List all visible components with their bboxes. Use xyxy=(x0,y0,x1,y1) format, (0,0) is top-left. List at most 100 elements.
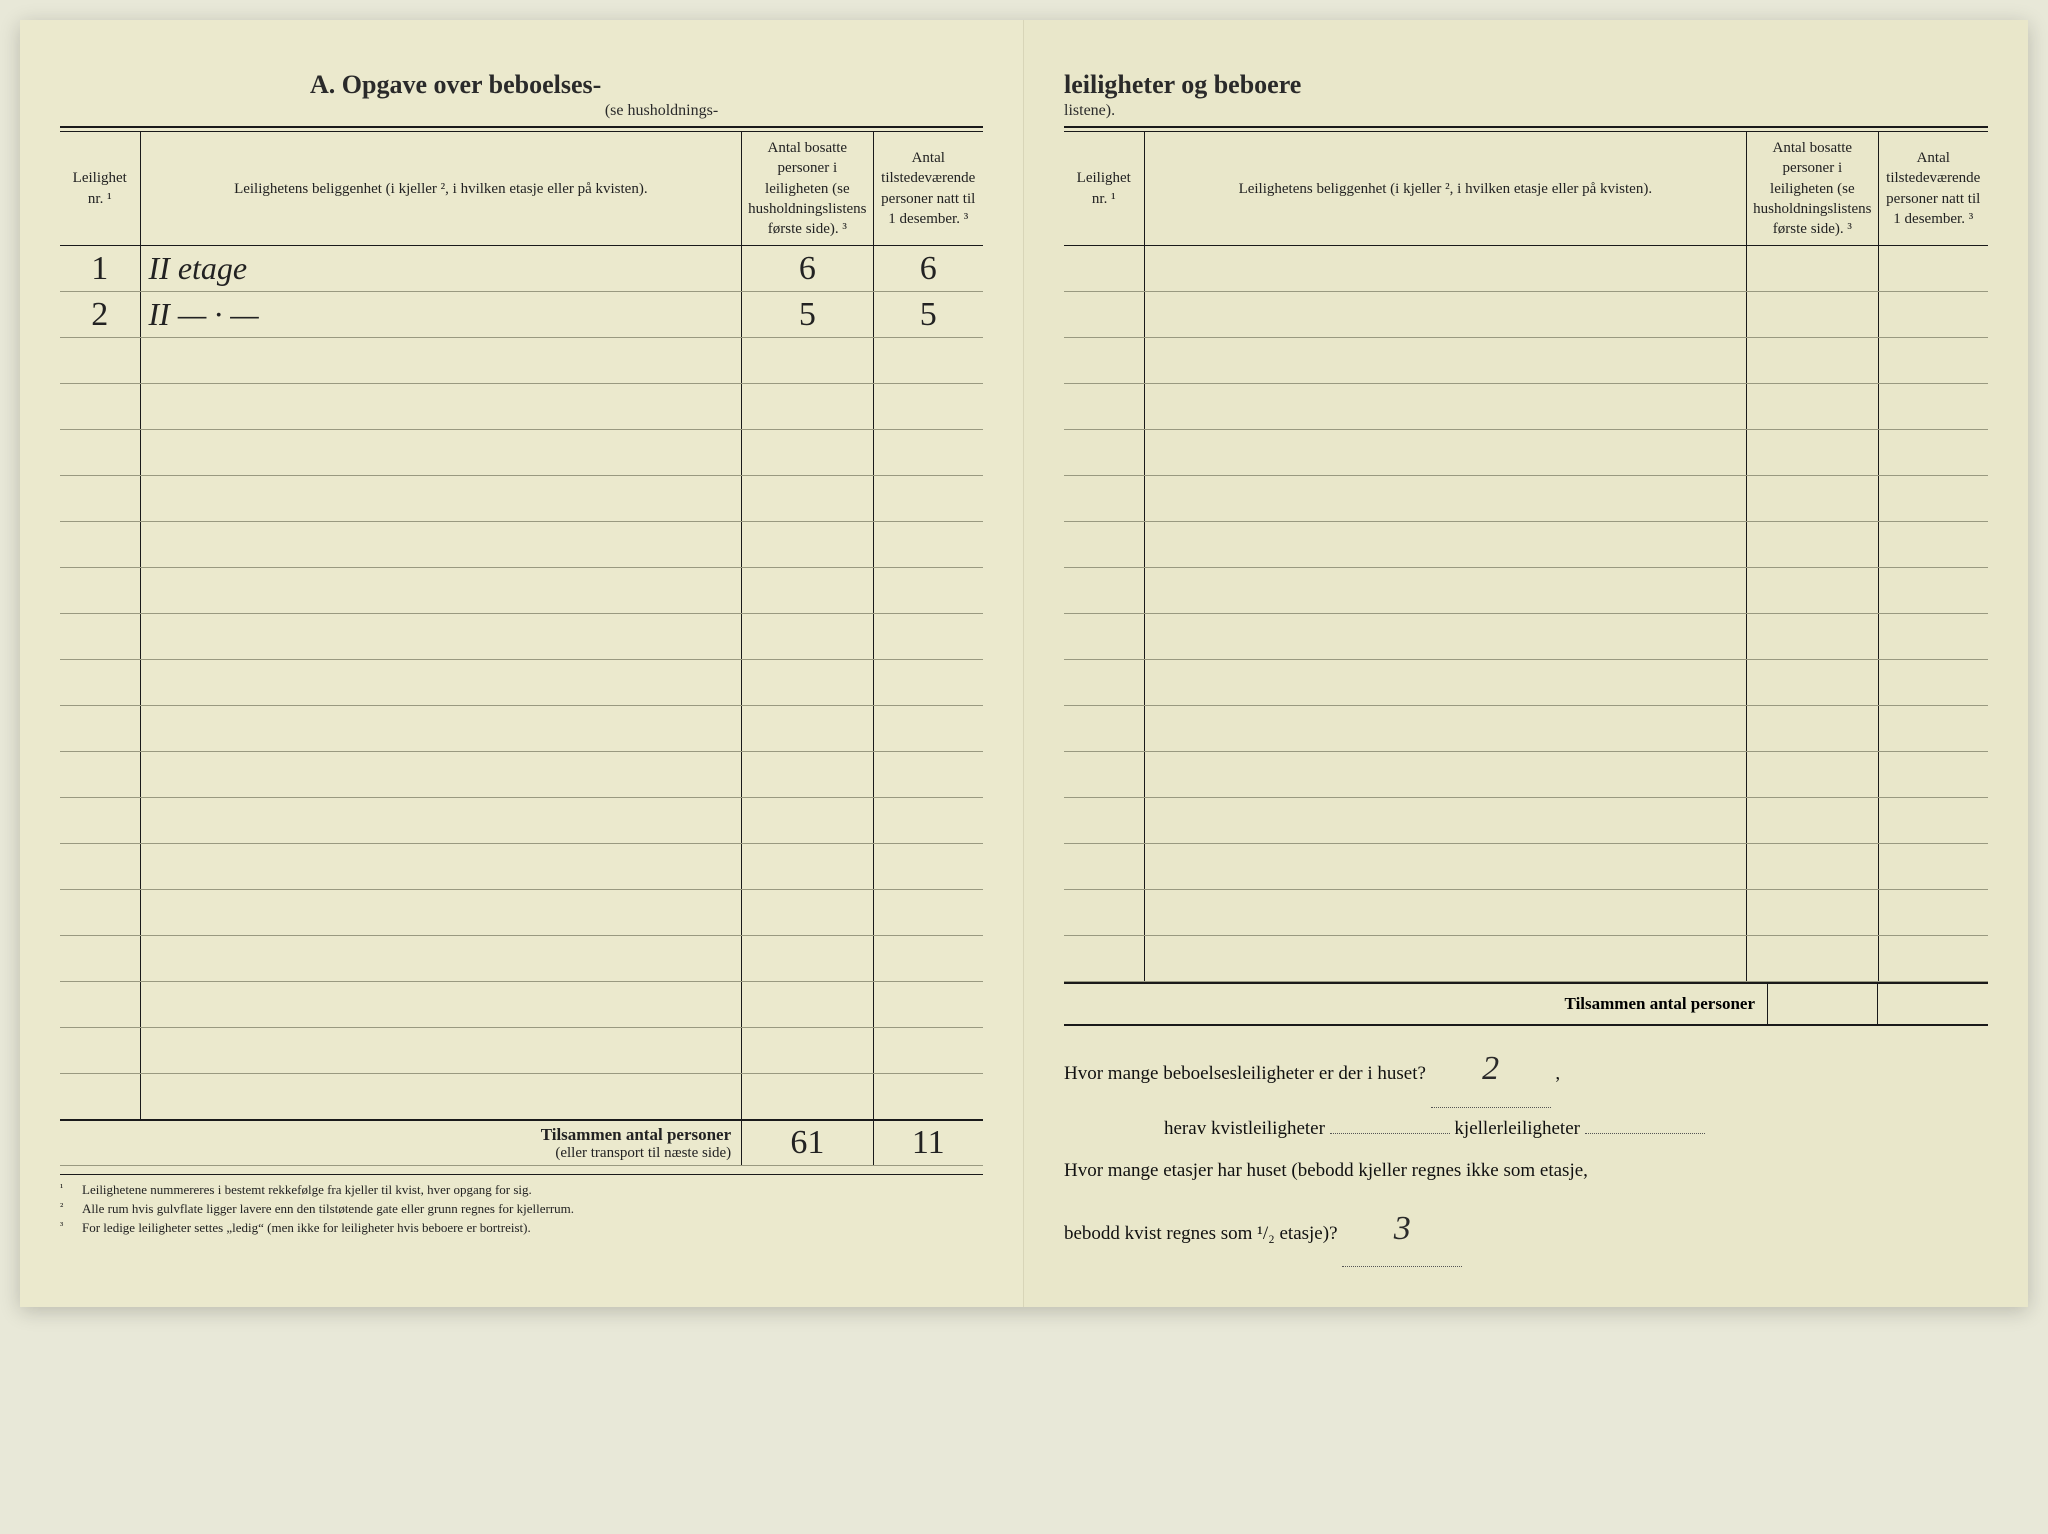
cell-blank xyxy=(140,338,742,384)
cell-blank xyxy=(140,614,742,660)
cell-blank xyxy=(1144,890,1747,936)
cell-blank xyxy=(1878,614,1988,660)
cell-blank xyxy=(1747,614,1878,660)
cell-blank xyxy=(873,706,983,752)
cell-blank xyxy=(1064,246,1144,292)
cell-blank xyxy=(140,476,742,522)
table-row-blank xyxy=(60,936,983,982)
right-table: Leilighet nr. ¹ Leilighetens beliggenhet… xyxy=(1064,132,1988,982)
table-row-blank xyxy=(60,522,983,568)
cell-n1: 6 xyxy=(742,246,873,292)
cell-blank xyxy=(1064,476,1144,522)
cell-blank xyxy=(1747,522,1878,568)
cell-loc: II etage xyxy=(140,246,742,292)
col-header-loc: Leilighetens beliggenhet (i kjeller ², i… xyxy=(1144,132,1747,246)
cell-blank xyxy=(1064,798,1144,844)
cell-blank xyxy=(1747,660,1878,706)
q1-value: 2 xyxy=(1431,1032,1551,1108)
cell-blank xyxy=(873,338,983,384)
right-totals-row: Tilsammen antal personer xyxy=(1064,982,1988,1026)
cell-blank xyxy=(60,752,140,798)
cell-blank xyxy=(742,384,873,430)
cell-blank xyxy=(1144,936,1747,982)
footnote-3: ³For ledige leiligheter settes „ledig“ (… xyxy=(60,1219,983,1238)
table-row-blank xyxy=(1064,614,1988,660)
cell-blank xyxy=(1878,936,1988,982)
cell-blank xyxy=(60,844,140,890)
table-row-blank xyxy=(60,384,983,430)
cell-blank xyxy=(60,706,140,752)
table-row-blank xyxy=(1064,246,1988,292)
col-header-n1: Antal bosatte personer i leiligheten (se… xyxy=(1747,132,1878,246)
cell-blank xyxy=(873,752,983,798)
cell-blank xyxy=(742,752,873,798)
left-totals-label: Tilsammen antal personer xyxy=(541,1125,731,1144)
cell-blank xyxy=(1144,476,1747,522)
footnote-text: Leilighetene nummereres i bestemt rekkef… xyxy=(82,1181,532,1200)
cell-blank xyxy=(1064,292,1144,338)
table-row: 1II etage66 xyxy=(60,246,983,292)
footnote-num: ² xyxy=(60,1200,72,1219)
cell-blank xyxy=(1144,246,1747,292)
cell-blank xyxy=(742,844,873,890)
cell-blank xyxy=(742,890,873,936)
q2-blank1 xyxy=(1330,1133,1450,1134)
cell-blank xyxy=(1064,614,1144,660)
cell-blank xyxy=(742,706,873,752)
table-row-blank xyxy=(1064,844,1988,890)
cell-blank xyxy=(1878,798,1988,844)
cell-blank xyxy=(60,982,140,1028)
question-3-line2: bebodd kvist regnes som ¹/₂ etasje)? 3 xyxy=(1064,1192,1988,1268)
cell-blank xyxy=(873,982,983,1028)
right-title-main: leiligheter og beboere xyxy=(1064,70,1301,100)
cell-blank xyxy=(60,384,140,430)
table-row-blank xyxy=(60,844,983,890)
cell-blank xyxy=(1878,844,1988,890)
cell-blank xyxy=(1747,890,1878,936)
right-totals-n2 xyxy=(1878,984,1988,1024)
col-header-n2: Antal tilstedeværende personer natt til … xyxy=(1878,132,1988,246)
table-row-blank xyxy=(60,1074,983,1120)
cell-blank xyxy=(60,890,140,936)
cell-blank xyxy=(140,660,742,706)
cell-blank xyxy=(1878,476,1988,522)
cell-blank xyxy=(1064,660,1144,706)
table-row-blank xyxy=(60,890,983,936)
left-title-sub: (se husholdnings- xyxy=(60,102,983,120)
cell-blank xyxy=(873,1028,983,1074)
cell-blank xyxy=(742,1074,873,1120)
cell-blank xyxy=(1144,844,1747,890)
cell-blank xyxy=(1144,706,1747,752)
cell-blank xyxy=(140,430,742,476)
cell-blank xyxy=(742,430,873,476)
cell-blank xyxy=(742,798,873,844)
cell-blank xyxy=(1878,384,1988,430)
table-row-blank xyxy=(1064,660,1988,706)
table-row-blank xyxy=(60,430,983,476)
col-header-nr: Leilighet nr. ¹ xyxy=(60,132,140,246)
table-row-blank xyxy=(1064,292,1988,338)
right-page: leiligheter og beboere listene). Leiligh… xyxy=(1024,20,2028,1307)
cell-blank xyxy=(1878,706,1988,752)
cell-blank xyxy=(1747,246,1878,292)
right-totals-label: Tilsammen antal personer xyxy=(1064,984,1768,1024)
cell-blank xyxy=(60,614,140,660)
table-row-blank xyxy=(60,706,983,752)
right-questions: Hvor mange beboelsesleiligheter er der i… xyxy=(1064,1032,1988,1267)
cell-blank xyxy=(1747,706,1878,752)
table-row-blank xyxy=(1064,476,1988,522)
cell-blank xyxy=(1878,752,1988,798)
cell-blank xyxy=(742,568,873,614)
cell-blank xyxy=(742,338,873,384)
cell-blank xyxy=(873,890,983,936)
cell-blank xyxy=(1144,660,1747,706)
right-totals-n1 xyxy=(1768,984,1878,1024)
footnote-num: ¹ xyxy=(60,1181,72,1200)
question-3-line1: Hvor mange etasjer har huset (bebodd kje… xyxy=(1064,1150,1988,1192)
table-row-blank xyxy=(1064,522,1988,568)
footnote-1: ¹ Leilighetene nummereres i bestemt rekke… xyxy=(60,1181,983,1200)
cell-blank xyxy=(1747,292,1878,338)
cell-blank xyxy=(1144,752,1747,798)
cell-blank xyxy=(1747,384,1878,430)
cell-blank xyxy=(1144,292,1747,338)
